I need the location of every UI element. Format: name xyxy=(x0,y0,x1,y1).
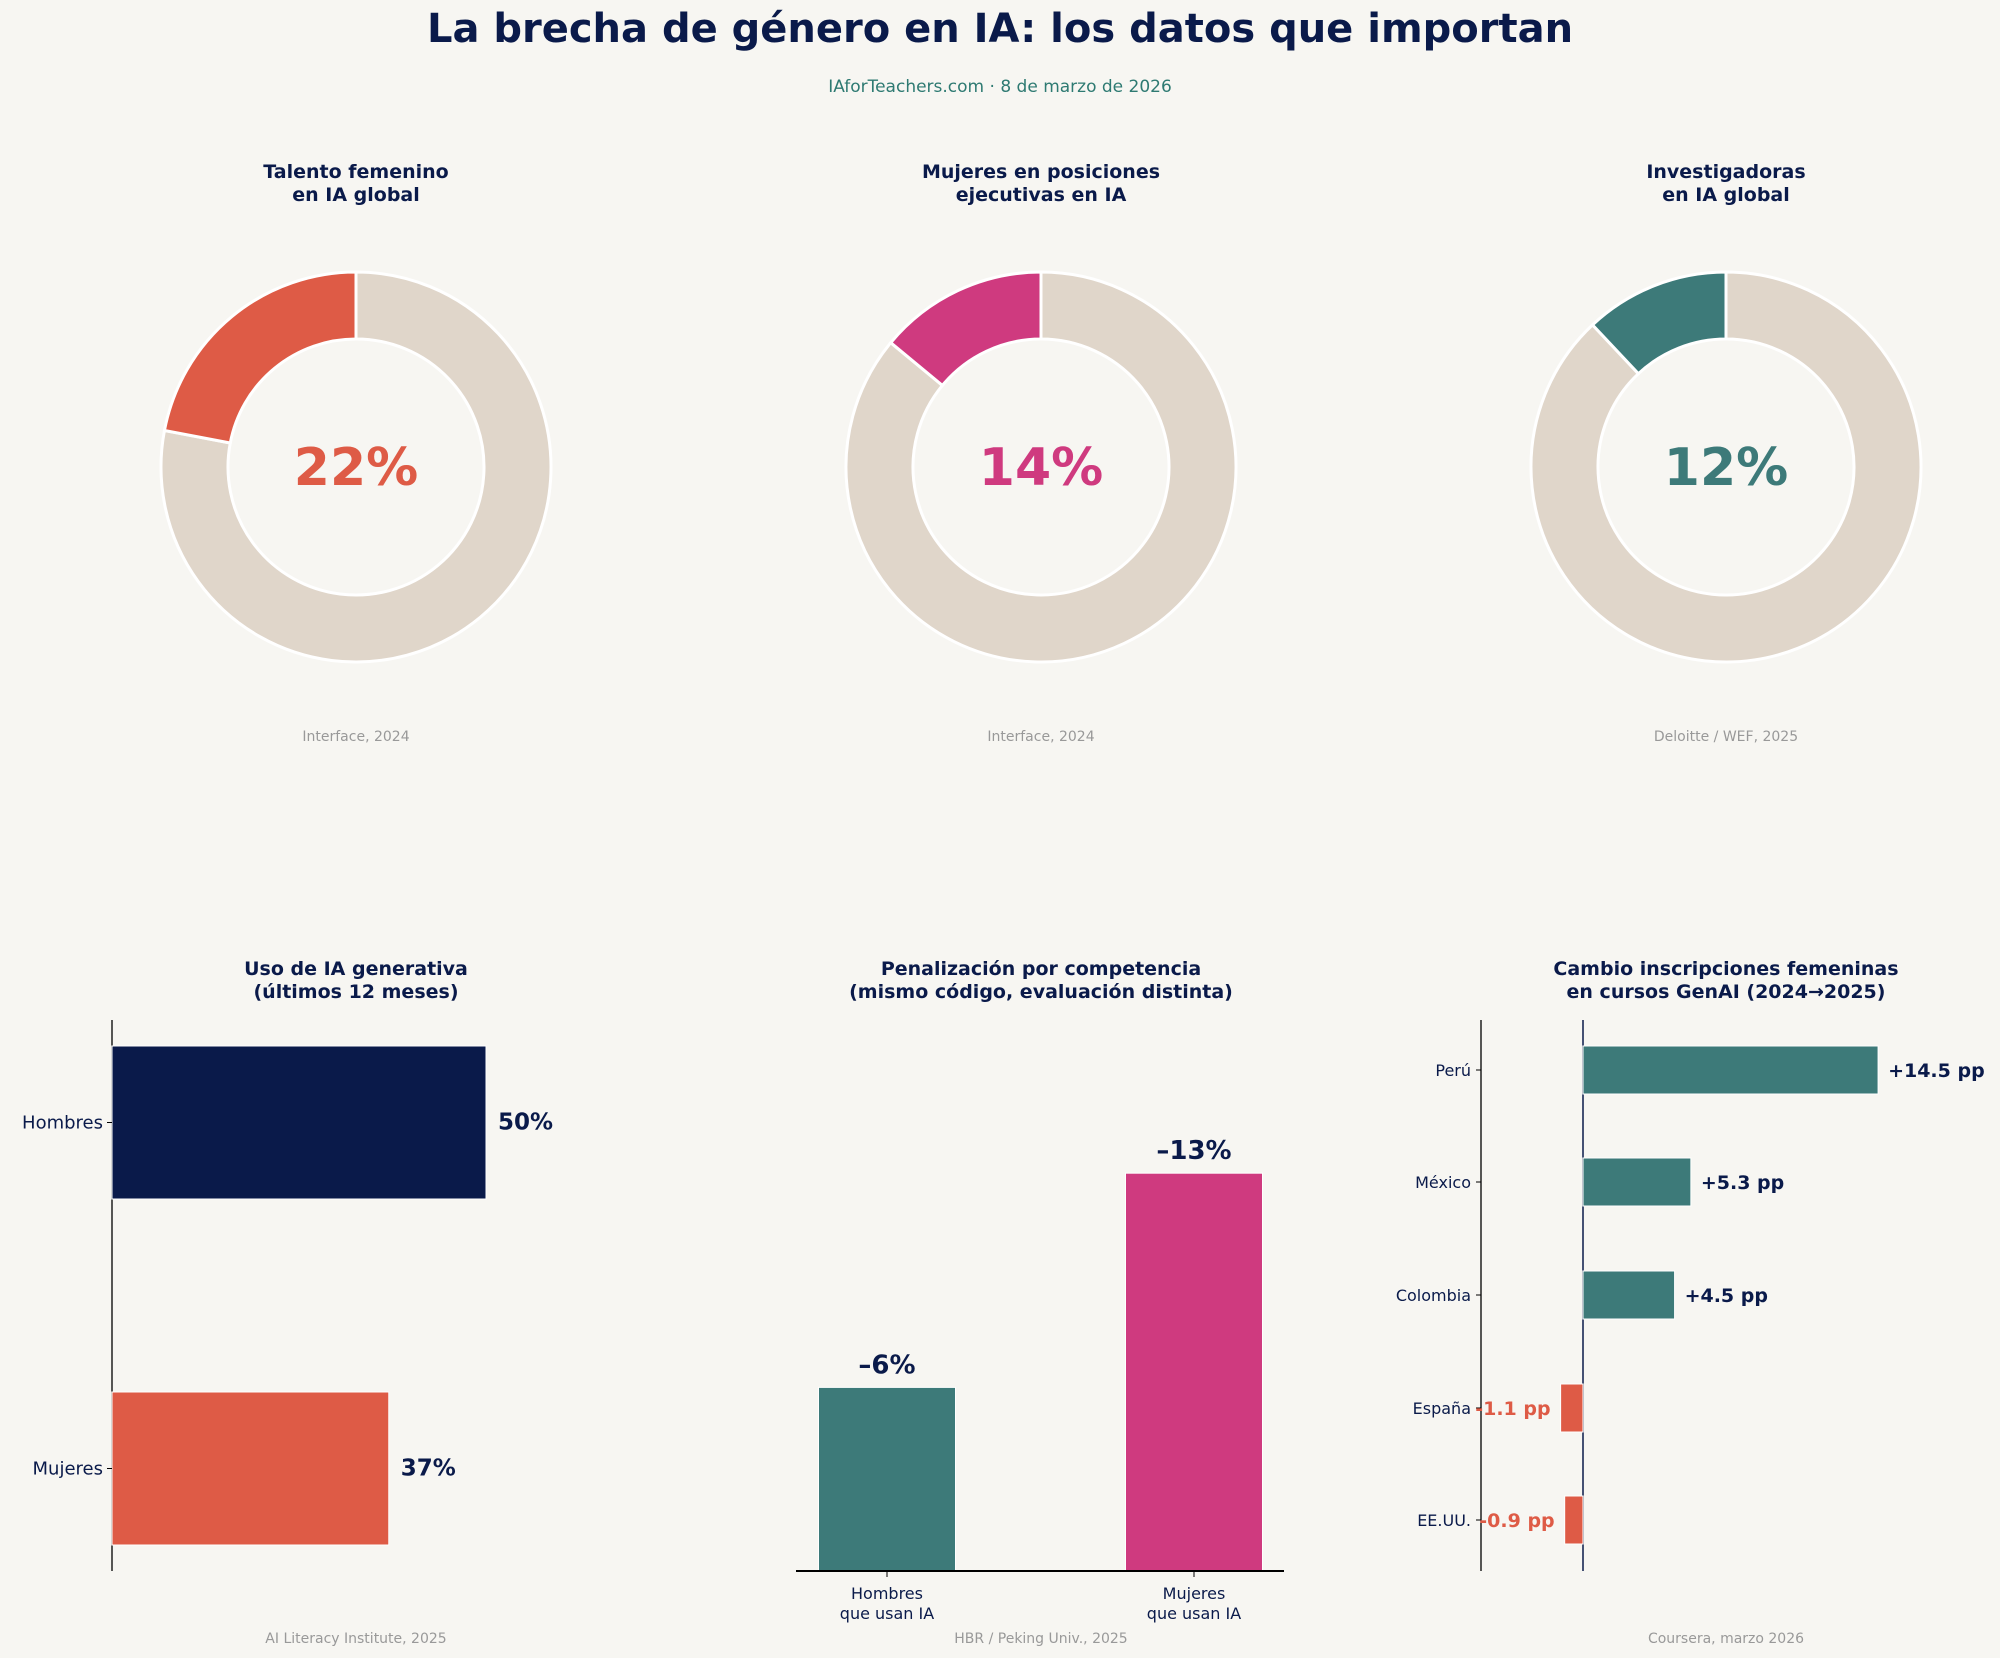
y-tick-label: España xyxy=(1413,1399,1471,1418)
bar-value-label: –13% xyxy=(1156,1136,1231,1166)
bar-value-label: 37% xyxy=(401,1456,456,1482)
bar-value-label: +4.5 pp xyxy=(1685,1285,1768,1307)
y-tick-label: Hombres xyxy=(22,1113,103,1134)
bar-value-label: 50% xyxy=(498,1110,553,1136)
y-tick-label: Mujeres xyxy=(33,1459,103,1480)
source-note: Coursera, marzo 2026 xyxy=(1648,1631,1804,1647)
bar-mujeres xyxy=(111,1391,390,1546)
bar-value-label: +14.5 pp xyxy=(1888,1060,1985,1082)
donut-remainder-slice xyxy=(159,270,553,664)
donut-remainder-slice xyxy=(844,270,1238,664)
source-note: Interface, 2024 xyxy=(302,729,409,745)
donut-women-slice xyxy=(1590,270,1728,376)
bar-country xyxy=(1582,1270,1676,1320)
x-tick-label: Mujeres xyxy=(1163,1584,1226,1603)
donut-remainder-slice xyxy=(1529,270,1923,664)
donut-2-title-line: Mujeres en posiciones xyxy=(922,161,1160,183)
page-title: La brecha de género en IA: los datos que… xyxy=(427,6,1573,52)
donut-women-slice xyxy=(162,270,358,445)
donut-center-value: 14% xyxy=(979,438,1103,498)
bar-men xyxy=(818,1386,956,1572)
source-note: AI Literacy Institute, 2025 xyxy=(265,1631,446,1647)
y-tick-label: Perú xyxy=(1435,1061,1471,1080)
bar-value-label: –6% xyxy=(858,1350,915,1380)
y-tick-label: México xyxy=(1415,1173,1471,1192)
usage-chart-title-line: Uso de IA generativa xyxy=(244,958,468,980)
penalty-chart-title-line: (mismo código, evaluación distinta) xyxy=(849,981,1233,1003)
donut-1-title-line: Talento femenino xyxy=(263,161,448,183)
donut-2-title-line: ejecutivas en IA xyxy=(956,184,1127,206)
donut-3-title-line: Investigadoras xyxy=(1646,161,1805,183)
bar-country xyxy=(1564,1495,1584,1545)
penalty-chart-title-line: Penalización por competencia xyxy=(881,958,1201,980)
enrollment-chart-title-line: Cambio inscripciones femeninas xyxy=(1553,958,1898,980)
bar-hombres xyxy=(111,1045,487,1200)
y-tick-label: EE.UU. xyxy=(1417,1511,1471,1530)
x-tick-label: Hombres xyxy=(851,1584,923,1603)
bar-country xyxy=(1582,1157,1692,1207)
bar-value-label: -1.1 pp xyxy=(1475,1398,1550,1420)
donut-women-slice xyxy=(888,270,1043,388)
bar-value-label: +5.3 pp xyxy=(1701,1172,1784,1194)
page-subtitle: IAforTeachers.com · 8 de marzo de 2026 xyxy=(828,77,1172,97)
donut-1-title-line: en IA global xyxy=(292,184,420,206)
donut-center-value: 22% xyxy=(294,438,418,498)
bar-country xyxy=(1560,1383,1584,1433)
x-tick-label: que usan IA xyxy=(1147,1604,1241,1623)
donut-center-value: 12% xyxy=(1664,438,1788,498)
bar-country xyxy=(1582,1045,1879,1095)
bar-value-label: -0.9 pp xyxy=(1479,1510,1554,1532)
source-note: HBR / Peking Univ., 2025 xyxy=(954,1631,1127,1647)
source-note: Deloitte / WEF, 2025 xyxy=(1654,729,1798,745)
bar-women xyxy=(1125,1172,1263,1572)
usage-chart-title-line: (últimos 12 meses) xyxy=(253,981,458,1003)
enrollment-chart-title-line: en cursos GenAI (2024→2025) xyxy=(1567,981,1886,1003)
donut-3-title-line: en IA global xyxy=(1662,184,1790,206)
source-note: Interface, 2024 xyxy=(987,729,1094,745)
x-tick-label: que usan IA xyxy=(840,1604,934,1623)
y-tick-label: Colombia xyxy=(1396,1286,1471,1305)
